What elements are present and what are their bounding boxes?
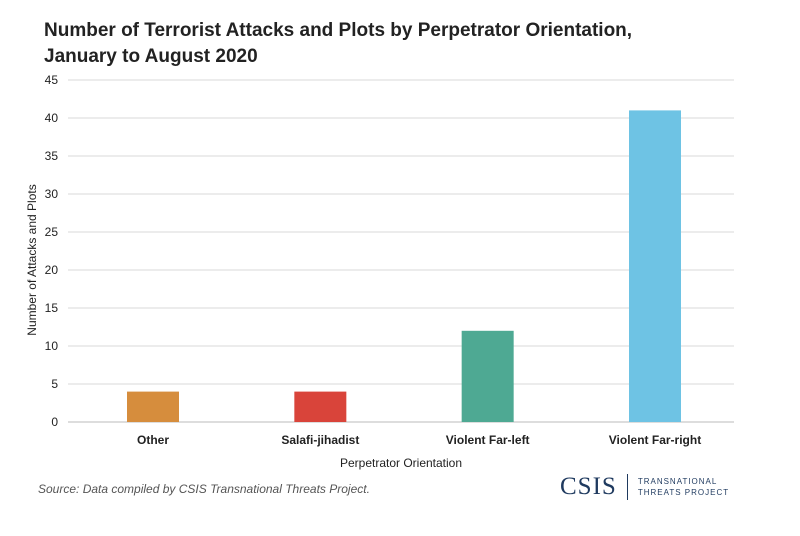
- bar-salafi-jihadist: [294, 391, 347, 422]
- y-tick-label: 5: [51, 377, 58, 391]
- logo-subtitle: TRANSNATIONAL THREATS PROJECT: [638, 476, 729, 498]
- y-tick-label: 25: [45, 225, 59, 239]
- x-tick-label: Violent Far-left: [446, 433, 530, 447]
- csis-logo: CSIS TRANSNATIONAL THREATS PROJECT: [560, 473, 729, 501]
- x-axis-label: Perpetrator Orientation: [340, 456, 462, 470]
- logo-subtitle-line-2: THREATS PROJECT: [637, 488, 730, 497]
- y-tick-labels: 0 5 10 15 20 25 30 35 40 45: [45, 73, 59, 429]
- y-tick-label: 10: [45, 339, 59, 353]
- chart-title-line-2: January to August 2020: [44, 46, 258, 67]
- y-axis-label: Number of Attacks and Plots: [25, 184, 39, 335]
- x-tick-labels: Other Salafi-jihadist Violent Far-left Viol…: [137, 433, 701, 447]
- y-tick-label: 0: [51, 415, 58, 429]
- y-tick-label: 35: [45, 149, 59, 163]
- bars: [127, 110, 681, 423]
- x-tick-label: Violent Far-right: [609, 433, 701, 447]
- y-tick-label: 30: [45, 187, 59, 201]
- bar-violent-far-left: [461, 330, 514, 422]
- x-tick-label: Salafi-jihadist: [281, 433, 359, 447]
- source-note: Source: Data compiled by CSIS Transnatio…: [38, 482, 370, 496]
- y-tick-label: 20: [45, 263, 59, 277]
- y-tick-label: 15: [45, 301, 59, 315]
- logo-wordmark: CSIS: [560, 473, 617, 500]
- bar-violent-far-right: [629, 110, 681, 423]
- logo-subtitle-line-1: TRANSNATIONAL: [637, 477, 718, 486]
- gridlines: [68, 79, 734, 423]
- x-tick-label: Other: [137, 433, 169, 447]
- chart-title-line-1: Number of Terrorist Attacks and Plots by…: [44, 20, 633, 41]
- y-tick-label: 45: [45, 73, 59, 87]
- chart-title: Number of Terrorist Attacks and Plots by…: [44, 18, 764, 70]
- bar-other: [127, 391, 179, 422]
- logo-divider: [626, 474, 628, 500]
- y-tick-label: 40: [45, 111, 59, 125]
